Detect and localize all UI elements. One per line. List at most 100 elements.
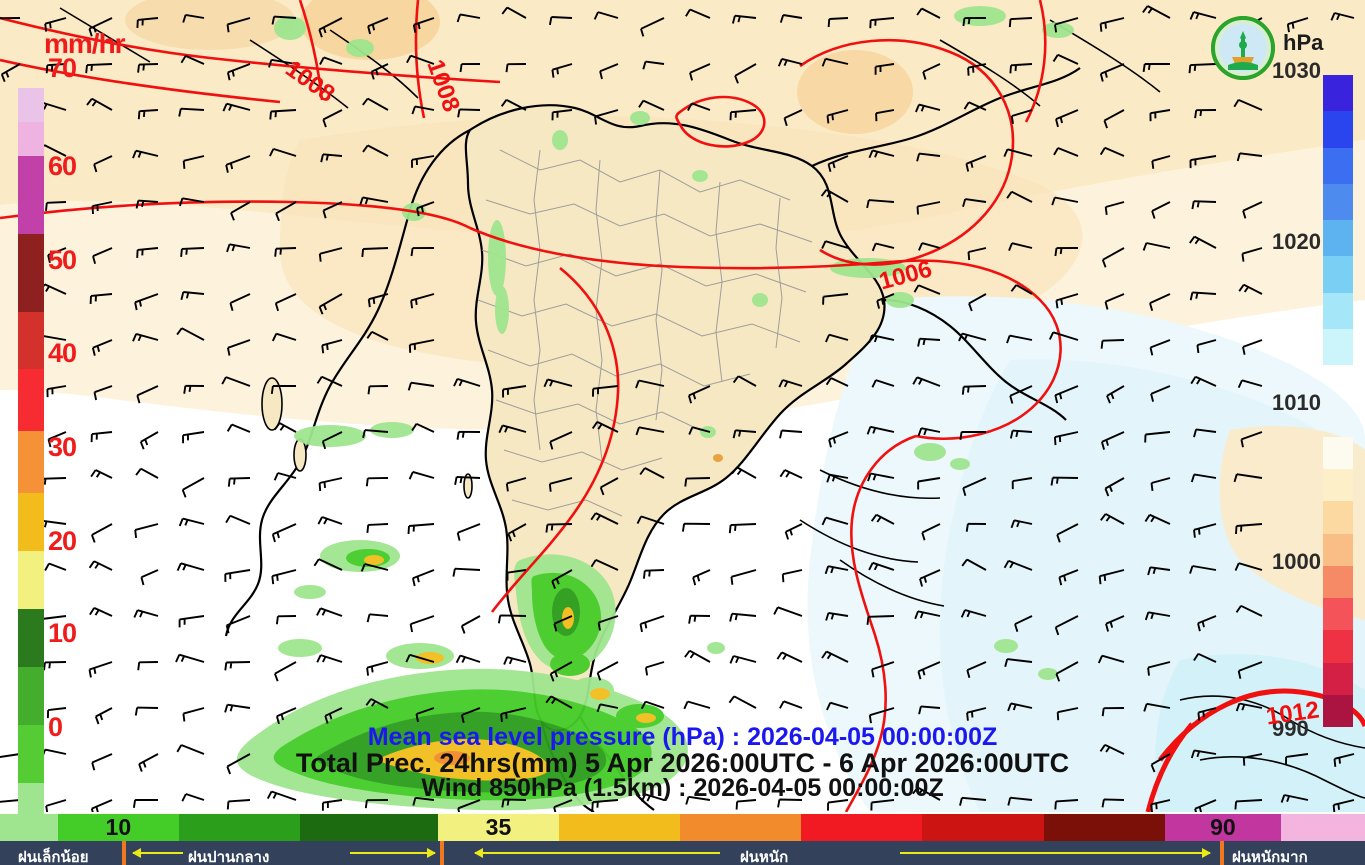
wind-barb [776,651,803,663]
wind-barb [226,17,251,33]
wind-barb [825,333,849,343]
wind-barb [497,614,527,624]
wind-barb [773,606,803,617]
wind-barb [226,423,251,433]
pressure-colorbar-segment [1323,662,1353,695]
wind-barb [1242,201,1263,219]
wind-barb [500,98,527,111]
wind-barb [1099,743,1125,755]
wind-barb [1055,293,1079,309]
wind-barb [411,422,435,433]
wind-barb [870,799,895,811]
wind-barb [1144,513,1171,525]
wind-barb [825,611,849,621]
legend-tick [122,841,126,865]
wind-barb [1006,334,1033,344]
wind-barb [137,63,159,73]
legend-arrow [132,848,183,858]
wind-barb [415,707,435,723]
wind-barb [728,523,757,534]
wind-barb [407,523,435,535]
precip-colorbar-segment [18,493,44,551]
pressure-colorbar-segment [1323,75,1353,112]
wind-barb [501,798,527,808]
wind-barb [1242,339,1263,355]
wind-barb [45,63,67,74]
wind-barb [778,379,803,388]
wind-barb [692,569,711,586]
wind-barb [366,523,389,533]
wind-barb [410,247,435,257]
wind-barb [1193,652,1217,663]
pressure-colorbar-segment [1323,220,1353,257]
wind-barb [316,375,343,387]
wind-barb [408,339,435,353]
legend-segment [680,814,802,841]
wind-barb [459,63,481,73]
wind-barb [319,56,343,65]
wind-barb [1196,339,1217,354]
legend-segment [178,814,301,841]
pressure-colorbar-segment [1323,598,1353,631]
wind-barb [367,385,389,395]
wind-barb [313,558,343,571]
wind-barb [783,109,803,127]
wind-barb [917,661,941,680]
pressure-colorbar-segment [1323,469,1353,502]
wind-barb [178,197,205,207]
wind-barb [1144,431,1171,443]
wind-barb [729,612,757,622]
wind-barb [318,293,343,315]
pressure-colorbar-segment [1323,111,1353,148]
wind-barb [178,517,205,527]
wind-barb [962,477,987,497]
wind-barb [1280,794,1309,803]
wind-barb [221,376,251,387]
wind-barb [181,793,205,802]
wind-barb [138,753,159,772]
wind-barb [821,240,849,249]
wind-barb [688,614,711,624]
legend-segment-value: 35 [485,814,512,840]
wind-barb [364,799,389,809]
pressure-unit-label: hPa [1283,30,1324,55]
tmd-logo[interactable] [1211,16,1275,80]
wind-barb [45,799,67,812]
wind-barb [868,707,895,724]
wind-barb [779,429,803,439]
wind-barb [1286,17,1309,33]
wind-barb [915,103,941,113]
wind-barb [640,700,665,710]
wind-barb [596,661,619,681]
precip-colorbar-tick: 50 [48,245,77,275]
wind-barb [1051,196,1079,206]
wind-barb [1189,11,1217,20]
wind-barb [227,477,251,487]
wind-barb [176,327,205,341]
wind-barb [874,63,895,75]
wind-barb [1106,385,1125,404]
wind-barb [1236,152,1263,162]
wind-barb [137,661,159,671]
wind-barb [0,799,21,803]
wind-barb [1053,431,1079,446]
precip-colorbar-segment [18,122,44,156]
wind-barb [777,57,803,67]
weather-map-canvas[interactable] [0,0,1365,812]
wind-barb [226,243,251,253]
legend-segment: 10 [57,814,179,841]
wind-barb [1197,615,1217,632]
wind-barb [824,565,849,575]
wind-barb [93,385,113,401]
wind-barb [182,13,205,23]
wind-barb [868,561,895,571]
wind-barb [731,14,757,24]
wind-barb [455,654,481,664]
wind-barb [410,293,435,309]
pressure-colorbar-segment [1323,183,1353,220]
wind-barb [551,569,573,589]
wind-barb [316,654,343,663]
wind-barb [1058,569,1079,586]
wind-barb [91,523,113,543]
precip-colorbar-tick: 0 [48,712,63,742]
